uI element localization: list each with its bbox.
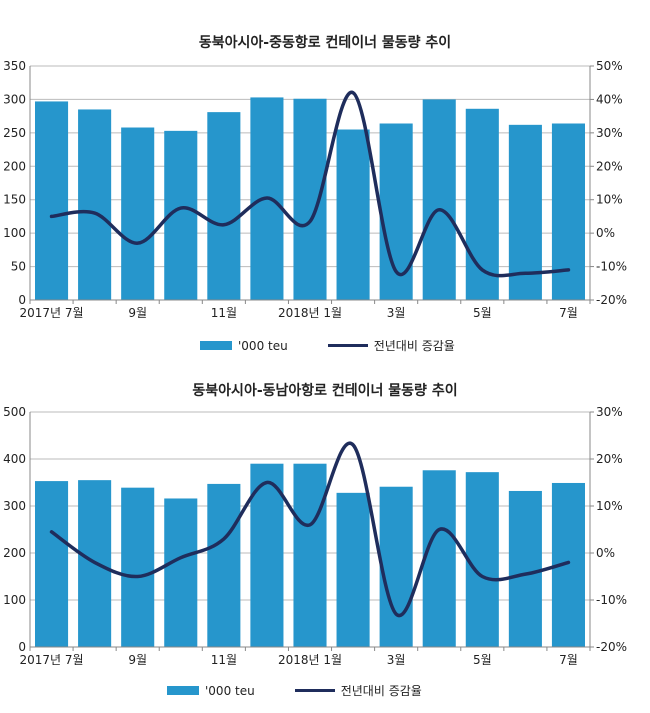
bar bbox=[164, 498, 198, 647]
y-tick-label: 400 bbox=[3, 452, 26, 466]
chart1-title: 동북아시아-중동항로 컨테이너 물동량 추이 bbox=[198, 35, 452, 51]
x-tick-label: 3월 bbox=[387, 306, 406, 320]
bar bbox=[121, 127, 155, 300]
y-tick-label: 350 bbox=[3, 59, 26, 73]
y2-tick-label: 0% bbox=[596, 226, 615, 240]
legend-bar-label: '000 teu bbox=[205, 683, 255, 698]
chart2-legend: '000 teu 전년대비 증감율 bbox=[167, 682, 422, 699]
x-tick-label: 7월 bbox=[559, 653, 578, 667]
bar bbox=[422, 99, 456, 300]
bar bbox=[35, 481, 69, 647]
y2-tick-label: -20% bbox=[596, 640, 627, 654]
bar bbox=[465, 472, 499, 647]
legend-line-swatch bbox=[327, 344, 368, 347]
y2-tick-label: 50% bbox=[596, 59, 623, 73]
y-tick-label: 200 bbox=[3, 159, 26, 173]
bar bbox=[508, 490, 542, 647]
x-tick-label: 2018년 1월 bbox=[278, 653, 342, 667]
legend-line-label: 전년대비 증감율 bbox=[340, 684, 422, 698]
y-tick-label: 50 bbox=[11, 260, 26, 274]
legend-line-swatch bbox=[294, 689, 335, 692]
x-tick-label: 9월 bbox=[128, 306, 147, 320]
chart1-svg: 0 50 100 150 200 250 300 350 -20% -10% 0% 10% 20% 30%… bbox=[3, 59, 627, 320]
y-tick-label: 250 bbox=[3, 126, 26, 140]
y-tick-label: 0 bbox=[18, 640, 26, 654]
y2-tick-label: -10% bbox=[596, 260, 627, 274]
y2-tick-label: 10% bbox=[596, 193, 623, 207]
x-tick-label: 7월 bbox=[559, 306, 578, 320]
y2-tick-label: 30% bbox=[596, 405, 623, 419]
x-tick-label: 11월 bbox=[211, 306, 237, 320]
y-tick-label: 500 bbox=[3, 405, 26, 419]
x-tick-label: 2017년 7월 bbox=[19, 306, 83, 320]
x-tick-label: 5월 bbox=[473, 306, 492, 320]
x-tick-label: 9월 bbox=[128, 653, 147, 667]
y-tick-label: 150 bbox=[3, 193, 26, 207]
bar bbox=[336, 129, 370, 300]
yoy-change-line bbox=[49, 441, 571, 618]
bar bbox=[78, 109, 112, 300]
y-tick-label: 300 bbox=[3, 92, 26, 106]
y2-tick-label: -20% bbox=[596, 293, 627, 307]
y-tick-label: 200 bbox=[3, 546, 26, 560]
legend-bar-label: '000 teu bbox=[238, 338, 288, 353]
bar bbox=[293, 98, 327, 300]
y2-tick-label: 30% bbox=[596, 126, 623, 140]
x-tick-label: 2018년 1월 bbox=[278, 306, 342, 320]
legend-bar-swatch bbox=[167, 686, 199, 695]
legend-bar-swatch bbox=[200, 341, 232, 350]
x-tick-label: 5월 bbox=[473, 653, 492, 667]
bar bbox=[207, 112, 241, 300]
y2-tick-label: 10% bbox=[596, 499, 623, 513]
y-tick-label: 0 bbox=[18, 293, 26, 307]
y2-tick-label: 40% bbox=[596, 92, 623, 106]
x-tick-label: 11월 bbox=[211, 653, 237, 667]
chart1-legend: '000 teu 전년대비 증감율 bbox=[200, 337, 455, 354]
bar bbox=[250, 463, 284, 647]
y-tick-label: 100 bbox=[3, 593, 26, 607]
bar bbox=[121, 487, 155, 647]
chart2-title: 동북아시아-동남아항로 컨테이너 물동량 추이 bbox=[192, 383, 458, 399]
yoy-change-line bbox=[49, 90, 571, 278]
bar bbox=[207, 483, 241, 647]
x-tick-label: 2017년 7월 bbox=[19, 653, 83, 667]
bar bbox=[336, 492, 370, 647]
bar bbox=[422, 470, 456, 647]
bar bbox=[293, 463, 327, 647]
bar bbox=[379, 486, 413, 647]
y2-tick-label: 20% bbox=[596, 452, 623, 466]
y-tick-label: 100 bbox=[3, 226, 26, 240]
y2-tick-label: 0% bbox=[596, 546, 615, 560]
bar bbox=[35, 101, 69, 300]
y2-tick-label: 20% bbox=[596, 159, 623, 173]
legend-line-label: 전년대비 증감율 bbox=[373, 339, 455, 353]
y2-tick-label: -10% bbox=[596, 593, 627, 607]
bar bbox=[508, 124, 542, 300]
x-tick-label: 3월 bbox=[387, 653, 406, 667]
y-tick-label: 300 bbox=[3, 499, 26, 513]
